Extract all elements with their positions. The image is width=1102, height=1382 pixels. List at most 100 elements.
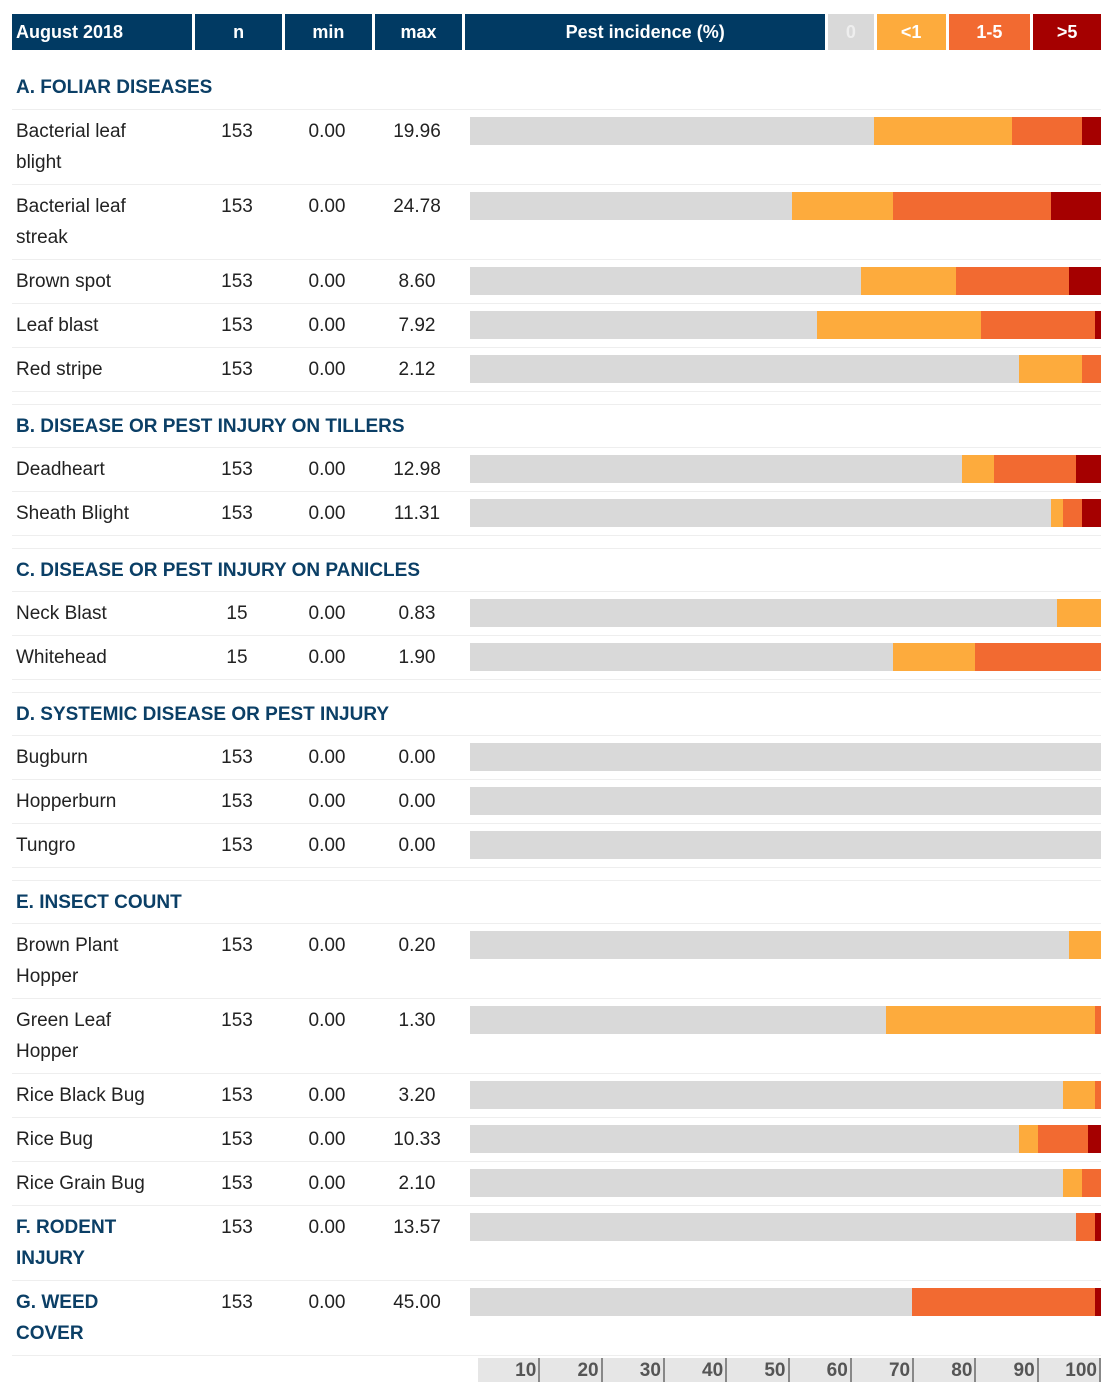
legend-item: >5 [1033, 14, 1101, 50]
tick-label: 60 [826, 1360, 848, 1381]
cell-n: 153 [221, 315, 253, 336]
bar-segment [911, 1288, 1095, 1316]
bar-segment [791, 192, 893, 220]
cell-n: 153 [221, 196, 253, 217]
cell-min: 0.00 [308, 1217, 346, 1238]
row-name-text: F. RODENT INJURY [16, 1217, 117, 1269]
stacked-bar [470, 1169, 1101, 1197]
stacked-bar [470, 931, 1101, 959]
cell-min: 0.00 [308, 935, 346, 956]
cell-min: 0.00 [308, 1085, 346, 1106]
row-name: Brown spot [12, 266, 192, 297]
cell-min: 0.00 [308, 196, 346, 217]
row-name-text: Sheath Blight [16, 503, 130, 524]
bar-segment [1063, 1169, 1083, 1197]
bar-segment [892, 643, 975, 671]
cell-n: 15 [226, 603, 248, 624]
cell-n: 153 [221, 1010, 253, 1031]
bar-segment [981, 311, 1095, 339]
row-name-text: Red stripe [16, 359, 103, 380]
header-cell: August 2018 [12, 14, 193, 50]
bar-cell [462, 930, 1101, 961]
data-row: Deadheart 153 0.00 12.98 [12, 448, 1101, 492]
bar-cell [462, 116, 1101, 147]
tick-label: 30 [639, 1360, 661, 1381]
data-row: Green Leaf Hopper 153 0.00 1.30 [12, 999, 1101, 1074]
row-name-text: Whitehead [16, 647, 107, 668]
cell-max: 0.20 [398, 935, 436, 956]
cell-max: 0.00 [398, 747, 436, 768]
stacked-bar [470, 743, 1101, 771]
bar-segment [886, 1006, 1095, 1034]
row-name-text: Green Leaf Hopper [16, 1010, 112, 1062]
row-name: Rice Bug [12, 1124, 192, 1155]
legend-item: 0 [827, 14, 874, 50]
bar-segment [470, 1169, 1064, 1197]
bar-segment [1088, 1125, 1101, 1153]
row-name: Bacterial leaf blight [12, 116, 192, 178]
cell-max: 0.00 [398, 791, 436, 812]
bar-segment [1056, 599, 1101, 627]
data-row: Sheath Blight 153 0.00 11.31 [12, 492, 1101, 536]
bar-segment [470, 831, 1101, 859]
cell-min: 0.00 [308, 359, 346, 380]
cell-min: 0.00 [308, 271, 346, 292]
cell-max: 2.10 [398, 1173, 436, 1194]
cell-min: 0.00 [308, 503, 346, 524]
row-name: Deadheart [12, 454, 192, 485]
stacked-bar [470, 355, 1101, 383]
bar-segment [974, 643, 1101, 671]
bar-cell [462, 310, 1101, 341]
bar-segment [470, 743, 1101, 771]
cell-max: 19.96 [393, 121, 441, 142]
bar-cell [462, 642, 1101, 673]
cell-max: 7.92 [398, 315, 436, 336]
data-row: F. RODENT INJURY 153 0.00 13.57 [12, 1206, 1101, 1281]
bar-cell [462, 498, 1101, 529]
cell-n: 153 [221, 503, 253, 524]
bar-segment [470, 192, 792, 220]
stacked-bar [470, 1288, 1101, 1316]
section-title: A. FOLIAR DISEASES [12, 66, 1101, 110]
bar-segment [470, 1006, 887, 1034]
bar-segment [1094, 1288, 1101, 1316]
bar-segment [1063, 499, 1083, 527]
data-row: Whitehead 15 0.00 1.90 [12, 636, 1101, 680]
header-row: August 2018 n min max Pest incidence (%) 0 <1 1… [12, 14, 1101, 50]
cell-max: 1.90 [398, 647, 436, 668]
bar-cell [462, 191, 1101, 222]
cell-n: 153 [221, 935, 253, 956]
bar-segment [470, 117, 874, 145]
header-cell: max [374, 14, 463, 50]
cell-n: 153 [221, 1217, 253, 1238]
tick-label: 20 [577, 1360, 599, 1381]
bar-segment [470, 499, 1051, 527]
data-row: Red stripe 153 0.00 2.12 [12, 348, 1101, 392]
cell-max: 0.00 [398, 835, 436, 856]
row-name: F. RODENT INJURY [12, 1212, 192, 1274]
cell-min: 0.00 [308, 647, 346, 668]
bar-segment [470, 267, 862, 295]
stacked-bar [470, 1081, 1101, 1109]
legend-item: 1-5 [948, 14, 1031, 50]
row-name: Green Leaf Hopper [12, 1005, 192, 1067]
bar-segment [1094, 1006, 1101, 1034]
stacked-bar [470, 311, 1101, 339]
cell-n: 153 [221, 1173, 253, 1194]
row-name-text: Rice Black Bug [16, 1085, 145, 1106]
bar-segment [993, 455, 1076, 483]
cell-min: 0.00 [308, 121, 346, 142]
bar-cell [462, 1287, 1101, 1318]
cell-max: 0.83 [398, 603, 436, 624]
cell-max: 11.31 [393, 503, 441, 524]
bar-segment [470, 1081, 1064, 1109]
bar-segment [1082, 499, 1101, 527]
row-name: Bacterial leaf streak [12, 191, 192, 253]
bar-segment [1037, 1125, 1089, 1153]
cell-n: 153 [221, 1129, 253, 1150]
page: August 2018 n min max Pest incidence (%) 0 <1 1… [12, 14, 1101, 1382]
row-name-text: Bacterial leaf blight [16, 121, 126, 173]
row-name-text: Hopperburn [16, 791, 117, 812]
legend-item: <1 [876, 14, 946, 50]
bar-segment [470, 931, 1070, 959]
